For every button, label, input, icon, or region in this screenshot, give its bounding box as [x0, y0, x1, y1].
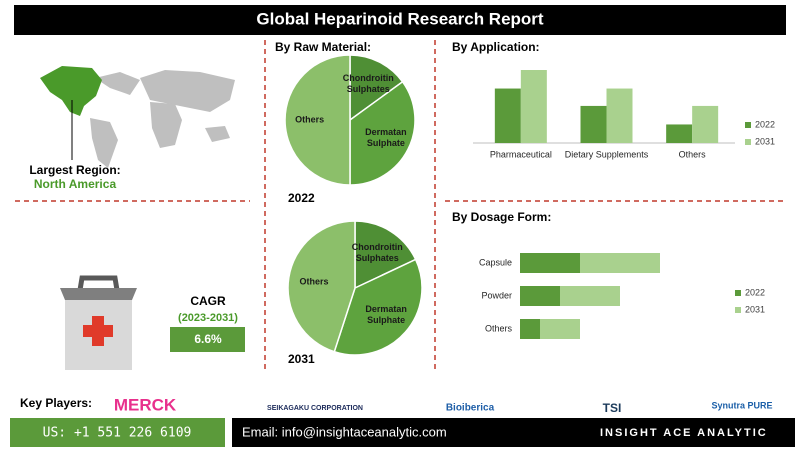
key-players-label: Key Players:	[20, 396, 92, 410]
phone-box	[10, 418, 225, 447]
pie-slice	[349, 80, 416, 186]
bar	[494, 88, 521, 143]
dividers	[15, 40, 785, 372]
chart-title: By Application:	[452, 40, 540, 54]
bar	[520, 70, 547, 143]
world-map	[90, 70, 235, 168]
region-value: North America	[34, 177, 117, 191]
y-tick-label: Powder	[481, 290, 512, 300]
bar	[606, 88, 633, 143]
title: Global Heparinoid Research Report	[256, 9, 544, 28]
company: MERCK	[114, 395, 177, 414]
slice-label: Dermatan Sulphate	[365, 304, 407, 326]
bar	[520, 286, 560, 306]
legend-swatch	[735, 290, 741, 296]
bar	[540, 319, 580, 339]
legend-label: 2022	[745, 287, 765, 297]
y-tick-label: Capsule	[479, 257, 512, 267]
slice-label: Others	[299, 276, 329, 286]
company: TSI	[603, 401, 622, 415]
footer-bar	[232, 418, 795, 447]
phone: US: +1 551 226 6109	[43, 426, 192, 441]
x-tick-label: Pharmaceutical	[490, 149, 552, 159]
chart-subtitle: 2022	[288, 191, 315, 205]
north-america	[40, 66, 102, 116]
company: Bioiberica	[446, 403, 495, 414]
company: SEIKAGAKU CORPORATION	[267, 405, 363, 412]
pie-slice	[349, 54, 404, 122]
bar	[560, 286, 620, 306]
chart-title: By Dosage Form:	[452, 210, 551, 224]
slice-label: Others	[295, 114, 325, 125]
slice-label: Chondroitin Sulphates	[351, 241, 403, 263]
x-tick-label: Others	[679, 149, 707, 159]
company: Synutra PURE	[711, 400, 772, 410]
y-tick-label: Others	[485, 323, 513, 333]
chart-subtitle: 2031	[288, 352, 315, 366]
cagr-box	[170, 327, 245, 352]
pie-slice	[284, 54, 351, 186]
slice-label: Dermatan Sulphate	[365, 127, 407, 149]
legend-swatch	[735, 307, 741, 313]
legend-label: 2031	[755, 136, 775, 146]
brand: INSIGHT ACE ANALYTIC	[600, 427, 768, 439]
legend-swatch	[745, 139, 751, 145]
cagr-value: 6.6%	[194, 332, 222, 346]
bar	[520, 319, 540, 339]
x-tick-label: Dietary Supplements	[565, 149, 649, 159]
cagr-period: (2023-2031)	[178, 312, 238, 324]
bar	[580, 253, 660, 273]
pie-slice	[354, 220, 417, 290]
header-bar	[14, 5, 786, 35]
cagr-label: CAGR	[190, 294, 226, 308]
bar	[520, 253, 580, 273]
bar	[580, 105, 607, 143]
pie-slice	[287, 220, 356, 353]
bar	[666, 124, 693, 143]
legend-swatch	[745, 122, 751, 128]
region-label: Largest Region:	[29, 163, 120, 177]
slice-label: Chondroitin Sulphates	[342, 73, 394, 95]
medical-kit	[60, 275, 137, 370]
email: Email: info@insightaceanalytic.com	[242, 424, 447, 439]
chart-title: By Raw Material:	[275, 40, 371, 54]
bar	[692, 105, 719, 143]
pie-slice	[333, 258, 423, 356]
legend-label: 2031	[745, 304, 765, 314]
legend-label: 2022	[755, 119, 775, 129]
